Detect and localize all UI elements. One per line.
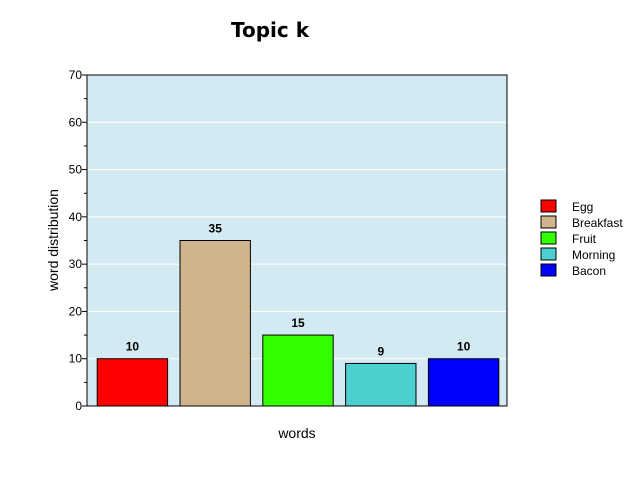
bar-fruit (262, 334, 334, 407)
data-label: 35 (209, 222, 223, 236)
y-tick-label: 70 (69, 68, 83, 82)
legend-label: Fruit (572, 232, 597, 246)
legend-label: Bacon (572, 264, 606, 278)
y-tick-label: 10 (69, 352, 83, 366)
y-tick-label: 50 (69, 163, 83, 177)
bars (96, 240, 500, 407)
y-tick-label: 30 (69, 257, 83, 271)
data-label: 15 (291, 316, 305, 330)
bar-breakfast (179, 240, 251, 407)
data-labels: 10 35 15 9 10 (126, 222, 471, 359)
legend-swatch-morning (540, 247, 557, 261)
legend-label: Breakfast (572, 216, 623, 230)
y-tick-label: 0 (75, 399, 82, 413)
y-axis-label: word distribution (45, 189, 61, 292)
y-tick-label: 40 (69, 210, 83, 224)
bar-morning (345, 362, 417, 407)
legend: Egg Breakfast Fruit Morning Bacon (540, 199, 623, 278)
data-label: 9 (377, 344, 384, 358)
bar-egg (96, 358, 169, 407)
legend-swatch-breakfast (540, 215, 557, 229)
legend-swatch-bacon (540, 263, 557, 277)
y-tick-label: 20 (69, 304, 83, 318)
legend-label: Egg (572, 200, 593, 214)
y-tick-label: 60 (69, 115, 83, 129)
bar-bacon (427, 358, 500, 407)
legend-swatch-fruit (540, 231, 557, 245)
legend-swatch-egg (540, 199, 557, 213)
legend-label: Morning (572, 248, 615, 262)
chart-title: Topic k (231, 18, 310, 42)
y-axis-ticks: 0 10 20 30 40 50 60 70 (69, 68, 87, 413)
x-axis-label: words (277, 425, 315, 441)
data-label: 10 (126, 340, 140, 354)
data-label: 10 (457, 340, 471, 354)
